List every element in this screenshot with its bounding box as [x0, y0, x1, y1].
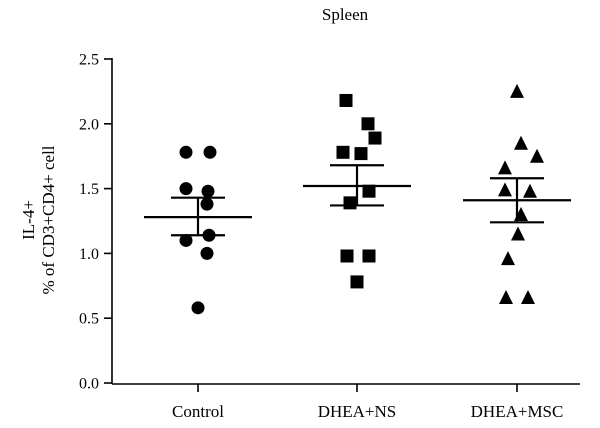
data-point-square: [362, 184, 376, 198]
data-point-triangle: [510, 83, 524, 98]
data-point-triangle: [498, 182, 512, 197]
y-tick-label: 1.0: [79, 246, 99, 263]
data-point-triangle: [530, 148, 544, 163]
x-category-label: DHEA+MSC: [471, 402, 564, 421]
data-point-circle: [200, 197, 214, 211]
y-tick-label: 2.5: [79, 52, 99, 69]
data-point-triangle: [514, 135, 528, 150]
data-point-square: [336, 145, 350, 159]
data-point-square: [362, 249, 376, 263]
data-point-triangle: [501, 251, 515, 266]
data-point-square: [340, 249, 354, 263]
data-point-square: [368, 131, 382, 145]
data-point-circle: [179, 145, 193, 159]
data-point-square: [354, 147, 368, 161]
data-point-square: [350, 275, 364, 289]
y-axis-ticks: 0.0 0.5 1.0 1.5 2.0 2.5: [79, 52, 112, 393]
data-point-triangle: [499, 289, 513, 304]
y-tick-label: 0.0: [79, 376, 99, 393]
data-points: [179, 83, 544, 315]
x-category-label: DHEA+NS: [318, 402, 397, 421]
data-point-circle: [203, 145, 217, 159]
data-point-circle: [201, 184, 215, 198]
data-point-circle: [179, 182, 193, 196]
y-axis-label: IL-4+ % of CD3+CD4+ cell: [19, 145, 58, 294]
data-point-circle: [200, 246, 214, 260]
y-axis-label-line1: IL-4+: [19, 200, 38, 240]
data-point-square: [361, 117, 375, 131]
data-point-triangle: [523, 183, 537, 198]
data-point-triangle: [498, 160, 512, 175]
data-point-square: [343, 196, 357, 210]
y-axis-label-line2: % of CD3+CD4+ cell: [39, 145, 58, 294]
y-tick-label: 0.5: [79, 311, 99, 328]
x-category-label: Control: [172, 402, 224, 421]
x-axis-categories: Control DHEA+NS DHEA+MSC: [172, 384, 563, 421]
chart-title: Spleen: [322, 5, 369, 24]
data-point-circle: [191, 301, 205, 315]
y-tick-label: 1.5: [79, 181, 99, 198]
data-point-triangle: [511, 226, 525, 241]
data-point-triangle: [521, 289, 535, 304]
mean-sem-bars: [144, 164, 571, 237]
data-point-circle: [179, 233, 193, 247]
y-tick-label: 2.0: [79, 116, 99, 133]
data-point-square: [339, 93, 353, 107]
